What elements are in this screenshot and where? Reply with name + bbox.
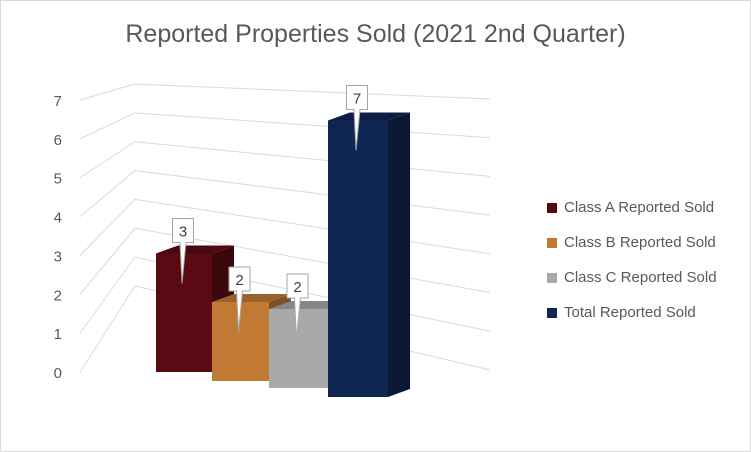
y-tick-label: 0 [54, 365, 62, 382]
legend-item: Class B Reported Sold [547, 225, 717, 260]
legend-label: Class C Reported Sold [564, 269, 717, 286]
data-label-callout [346, 85, 368, 151]
data-label: 3 [179, 224, 187, 241]
legend-swatch [547, 237, 557, 248]
gridline [79, 83, 491, 101]
y-tick-label: 7 [54, 93, 62, 110]
bar [328, 120, 388, 397]
legend: Class A Reported Sold Class B Reported S… [547, 190, 717, 330]
data-label-callout [286, 273, 309, 340]
bar-top [212, 294, 291, 302]
legend-label: Total Reported Sold [564, 304, 696, 321]
bar-top [156, 245, 234, 254]
legend-label: Class A Reported Sold [564, 199, 715, 216]
data-label: 7 [353, 91, 361, 108]
gridline [79, 112, 491, 140]
legend-item: Class A Reported Sold [547, 190, 717, 225]
y-tick-label: 3 [54, 248, 62, 265]
bar-side [388, 112, 410, 397]
legend-swatch [547, 202, 557, 213]
y-tick-label: 1 [54, 326, 62, 343]
legend-swatch [547, 307, 557, 318]
y-tick-label: 4 [54, 210, 62, 227]
y-tick-label: 2 [54, 287, 62, 304]
gridline [79, 227, 491, 295]
data-label: 2 [235, 272, 243, 289]
legend-item: Total Reported Sold [547, 295, 717, 330]
bar [156, 253, 212, 372]
data-label-callout [172, 218, 194, 284]
data-label-callout [228, 266, 251, 333]
data-label: 2 [293, 279, 301, 296]
chart-title: Reported Properties Sold (2021 2nd Quart… [125, 20, 626, 48]
legend-item: Class C Reported Sold [547, 260, 717, 295]
bar-top [328, 112, 410, 121]
y-tick-label: 5 [54, 171, 62, 188]
gridline [79, 170, 491, 217]
legend-label: Class B Reported Sold [564, 234, 716, 251]
legend-swatch [547, 272, 557, 283]
gridline [79, 141, 491, 179]
y-tick-label: 6 [54, 132, 62, 149]
